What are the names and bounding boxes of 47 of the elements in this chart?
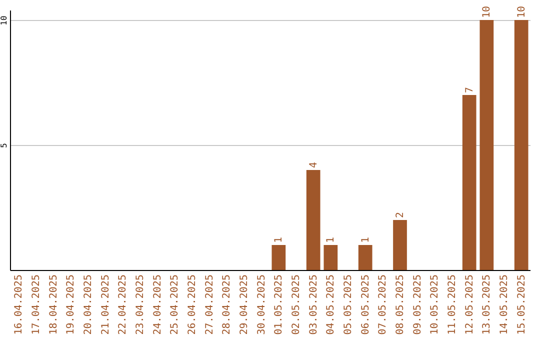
bar xyxy=(272,245,286,270)
x-tick-label: 27.04.2025 xyxy=(204,274,216,335)
x-tick-label: 29.04.2025 xyxy=(239,274,250,335)
x-tick-label: 25.04.2025 xyxy=(170,274,181,335)
x-tick-label: 06.05.2025 xyxy=(360,274,372,335)
x-tick-label: 20.04.2025 xyxy=(83,274,94,335)
x-tick-label: 07.05.2025 xyxy=(378,274,389,335)
x-tick-label: 18.04.2025 xyxy=(48,274,60,335)
x-tick-label: 14.05.2025 xyxy=(499,274,510,335)
x-tick-label: 02.05.2025 xyxy=(291,274,302,335)
x-tick-label: 03.05.2025 xyxy=(308,274,320,335)
x-tick-label: 10.05.2025 xyxy=(430,274,441,335)
x-tick-label: 13.05.2025 xyxy=(482,274,493,335)
bar xyxy=(324,245,338,270)
bar xyxy=(358,245,372,270)
bar xyxy=(480,20,494,270)
data-label: 7 xyxy=(464,86,476,93)
x-tick-label: 16.04.2025 xyxy=(14,274,25,335)
x-tick-label: 17.04.2025 xyxy=(31,274,42,335)
x-tick-label: 05.05.2025 xyxy=(343,274,354,335)
data-label: 10 xyxy=(482,6,493,18)
x-tick-label: 08.05.2025 xyxy=(395,274,406,335)
x-tick-label: 15.05.2025 xyxy=(516,274,528,335)
data-label: 4 xyxy=(308,162,320,168)
data-label: 1 xyxy=(326,236,337,243)
y-tick-label: 5 xyxy=(0,142,8,148)
x-tick-label: 19.04.2025 xyxy=(66,274,77,335)
x-tick-label: 09.05.2025 xyxy=(412,274,424,335)
bar xyxy=(306,170,320,270)
data-label: 10 xyxy=(516,6,528,18)
bar xyxy=(462,95,476,270)
data-label: 2 xyxy=(395,212,406,218)
data-label: 1 xyxy=(274,236,285,243)
x-tick-label: 12.05.2025 xyxy=(464,274,476,335)
x-tick-label: 30.04.2025 xyxy=(256,274,268,335)
x-tick-label: 21.04.2025 xyxy=(100,274,112,335)
x-tick-label: 28.04.2025 xyxy=(222,274,233,335)
data-label: 1 xyxy=(360,236,372,243)
x-tick-label: 11.05.2025 xyxy=(447,274,458,335)
x-tick-label: 26.04.2025 xyxy=(187,274,198,335)
x-tick-label: 24.04.2025 xyxy=(152,274,164,335)
x-tick-label: 23.04.2025 xyxy=(135,274,146,335)
bar xyxy=(514,20,528,270)
x-tick-label: 01.05.2025 xyxy=(274,274,285,335)
x-tick-label: 04.05.2025 xyxy=(326,274,337,335)
x-tick-label: 22.04.2025 xyxy=(118,274,129,335)
bar xyxy=(393,220,407,270)
